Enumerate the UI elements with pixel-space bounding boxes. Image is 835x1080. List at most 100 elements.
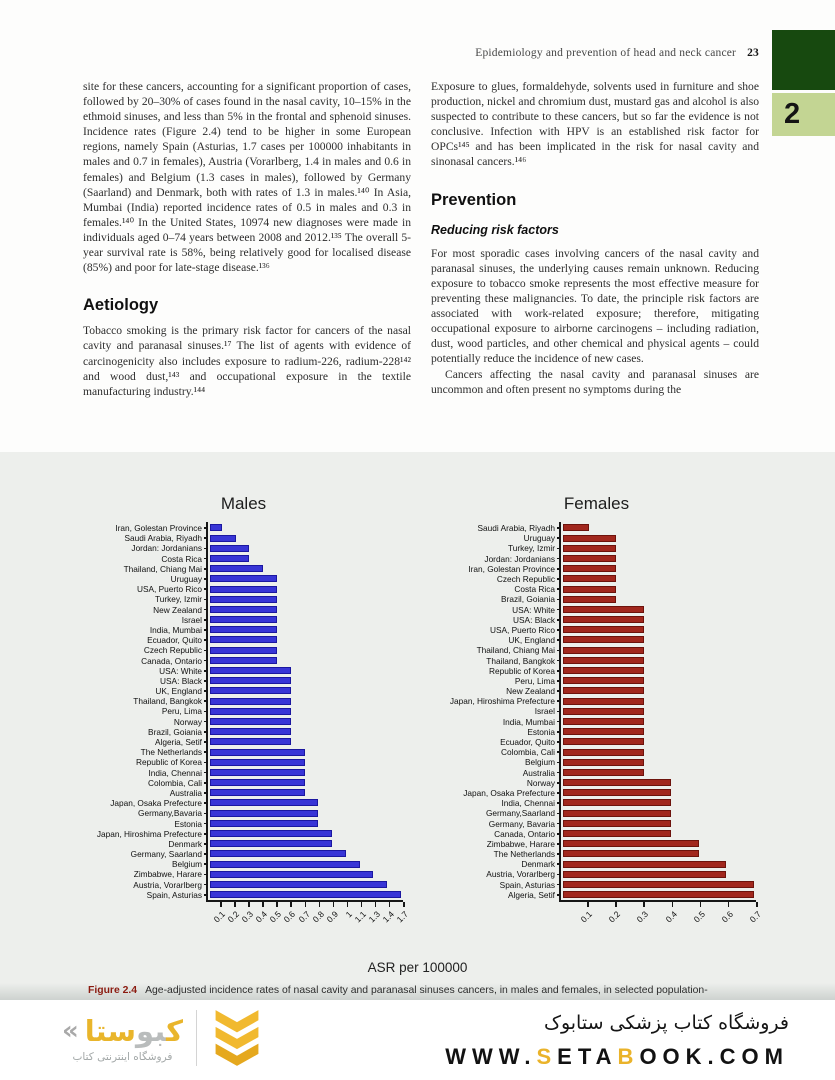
bar-track [208, 829, 401, 839]
bar-row: Thailand, Chiang Mai [88, 564, 399, 574]
bar-track [561, 727, 754, 737]
bar-row: Algeria, Setif [88, 737, 399, 747]
bar-row: Iran, Golestan Province [441, 564, 752, 574]
bar-track [561, 706, 754, 716]
bar-track [208, 554, 401, 564]
bar-row: New Zealand [88, 605, 399, 615]
x-tick [727, 901, 730, 907]
store-title-farsi: فروشگاه کتاب پزشکی ستابوک [543, 1012, 789, 1034]
bar-track [561, 615, 754, 625]
bar-label: Japan, Osaka Prefecture [463, 787, 555, 798]
bar-row: Spain, Asturias [441, 880, 754, 890]
x-tick-label: 0.8 [310, 908, 326, 925]
bar-row: Brazil, Goiania [88, 727, 399, 737]
bar-track [561, 890, 754, 900]
bar-track [561, 533, 754, 543]
x-tick-label: 0.6 [282, 908, 298, 925]
bar [210, 585, 277, 593]
brand-wordmark-block: « کبوستا فروشگاه اینترنتی کتاب [62, 1014, 183, 1063]
bar [563, 616, 644, 624]
bar-row: Germany, Bavaria [441, 818, 752, 829]
bar-track [208, 543, 401, 553]
bar-track [561, 574, 754, 584]
bar-track [208, 533, 401, 543]
bar-label: Japan, Hiroshima Prefecture [96, 828, 202, 839]
bar-track [561, 757, 754, 767]
store-url[interactable]: WWW.SETABOOK.COM [445, 1044, 789, 1070]
bar [563, 748, 644, 756]
paragraph: For most sporadic cases involving cancer… [431, 246, 759, 366]
bar-track [561, 737, 754, 747]
brand-logo: « کبوستا فروشگاه اینترنتی کتاب [62, 1008, 264, 1068]
bar [563, 738, 644, 746]
left-column: site for these cancers, accounting for a… [83, 79, 411, 399]
bar-row: Republic of Korea [88, 757, 399, 767]
bar-track [561, 584, 754, 594]
bar-track [561, 696, 754, 706]
x-tick-label: 0.2 [606, 908, 623, 925]
bar-label: Costa Rica [161, 553, 202, 564]
page-number: 23 [747, 47, 759, 59]
bar-row: USA: White [441, 605, 752, 615]
bar-track [561, 869, 754, 879]
bar-row: USA: Black [88, 676, 399, 686]
brand-name-farsi: کبوستا [84, 1013, 183, 1048]
bar-label: Turkey, Izmir [154, 594, 202, 605]
bar-track [561, 717, 754, 727]
bar-label: Thailand, Bangkok [133, 696, 202, 707]
bar-label: Brazil, Goiania [501, 594, 555, 605]
bar-row: UK, England [88, 686, 399, 696]
chevron-emblem-icon [215, 1010, 259, 1066]
females-chart: Females Saudi Arabia, Riyadh Uruguay Turke… [441, 494, 763, 924]
chart-plot: Iran, Golestan Province Saudi Arabia, Riy… [88, 522, 401, 901]
bar [210, 697, 291, 705]
bar-label: Austria, Vorarlberg [133, 879, 202, 890]
bar-track [561, 880, 754, 890]
bar [210, 728, 291, 736]
bar-label: USA: Black [160, 675, 202, 686]
bar-row: Colombia, Cali [441, 747, 752, 757]
bar-track [208, 717, 401, 727]
bar-row: Colombia, Cali [88, 778, 399, 788]
bar-row: Estonia [88, 818, 399, 829]
bar-track [561, 829, 754, 839]
bar-track [208, 615, 401, 625]
bar-label: Israel [534, 706, 555, 717]
bar-label: Canada, Ontario [141, 655, 202, 666]
bar-track [208, 737, 401, 747]
bar-label: New Zealand [506, 686, 555, 697]
store-url-segment: OOK.COM [639, 1044, 789, 1069]
bar-track [561, 554, 754, 564]
bar [563, 758, 644, 766]
caption-label: Figure 2.4 [88, 985, 138, 996]
bar-label: Jordan: Jordanians [484, 553, 555, 564]
bar-row: Denmark [441, 859, 752, 869]
bar-label: Thailand, Chiang Mai [476, 645, 555, 656]
x-tick [346, 901, 349, 907]
bar-row: Germany, Saarland [88, 849, 399, 859]
bar-track [561, 605, 754, 615]
bar [210, 819, 319, 827]
bar [563, 534, 617, 542]
bar-row: Canada, Ontario [441, 829, 752, 839]
males-chart: Males Iran, Golestan Province Saudi Arabi… [88, 494, 410, 924]
bar-label: Japan, Osaka Prefecture [110, 798, 202, 809]
bar-row: India, Chennai [88, 768, 399, 778]
x-tick-label: 1.7 [394, 908, 411, 925]
x-tick [587, 901, 589, 907]
x-tick [220, 901, 222, 907]
bar-label: Australia [169, 787, 202, 798]
x-tick [643, 901, 645, 907]
bar [210, 809, 319, 817]
chart-plot: Saudi Arabia, Riyadh Uruguay Turkey, Izmir… [441, 522, 754, 901]
bar [563, 524, 589, 532]
paragraph: Cancers affecting the nasal cavity and p… [431, 367, 759, 396]
bar-label: Australia [522, 767, 555, 778]
bar-track [561, 564, 754, 574]
bar [210, 840, 333, 848]
bar-track [561, 747, 754, 757]
bar-label: Jordan: Jordanians [131, 543, 202, 554]
bar-row: Belgium [441, 757, 752, 767]
bar-row: Israel [441, 706, 752, 716]
running-header: Epidemiology and prevention of head and … [83, 47, 759, 59]
